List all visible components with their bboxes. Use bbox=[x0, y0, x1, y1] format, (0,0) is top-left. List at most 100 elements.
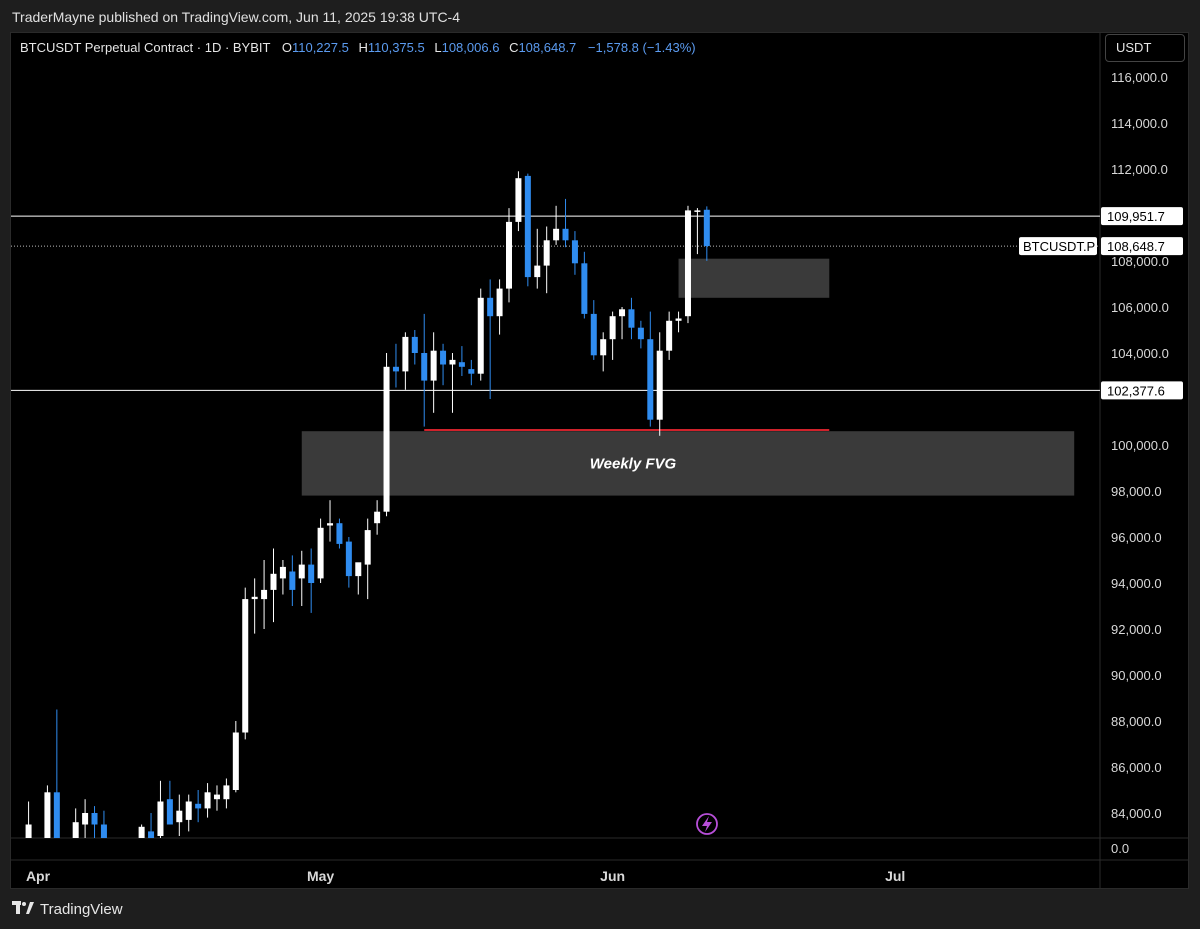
candle-body bbox=[204, 792, 211, 809]
candle bbox=[91, 806, 98, 838]
candle-body bbox=[666, 320, 673, 351]
lightning-icon[interactable] bbox=[696, 813, 718, 835]
candle bbox=[270, 548, 277, 623]
candle-body bbox=[185, 801, 192, 820]
candle bbox=[600, 332, 607, 372]
candle bbox=[571, 231, 578, 275]
candle-body bbox=[148, 831, 155, 838]
price-tick-label: 90,000.0 bbox=[1111, 668, 1162, 683]
candle-body bbox=[656, 350, 663, 420]
candle bbox=[590, 300, 597, 360]
candle bbox=[477, 288, 484, 381]
candle-body bbox=[251, 596, 258, 600]
candle bbox=[440, 343, 447, 386]
candle-body bbox=[543, 240, 550, 266]
price-tick-label: 86,000.0 bbox=[1111, 760, 1162, 775]
candle-body bbox=[336, 523, 343, 544]
candle-body bbox=[392, 366, 399, 372]
candle bbox=[308, 548, 315, 613]
candle bbox=[53, 709, 60, 838]
footer: TradingView bbox=[0, 891, 1200, 929]
candle-body bbox=[468, 369, 475, 374]
tradingview-logo[interactable]: TradingView bbox=[12, 901, 123, 918]
candle-body bbox=[703, 209, 710, 247]
candle-body bbox=[289, 571, 296, 590]
candle bbox=[468, 359, 475, 386]
levels-layer bbox=[11, 215, 1100, 391]
candle-body bbox=[374, 511, 381, 524]
candle-body bbox=[279, 566, 286, 579]
candle bbox=[506, 208, 512, 303]
candle-body bbox=[637, 327, 644, 340]
candle-body bbox=[609, 316, 616, 340]
close-value: 108,648.7 bbox=[518, 40, 576, 55]
candle bbox=[383, 353, 390, 517]
candle-body bbox=[223, 785, 230, 800]
candle-body bbox=[430, 350, 437, 381]
candle-body bbox=[327, 523, 334, 526]
candle-body bbox=[411, 336, 418, 353]
candle-body bbox=[684, 210, 691, 317]
price-tick-label: 84,000.0 bbox=[1111, 806, 1162, 821]
high-value: 110,375.5 bbox=[368, 40, 425, 55]
candle bbox=[374, 500, 381, 535]
candle-body bbox=[675, 318, 682, 321]
zero-tick-label: 0.0 bbox=[1111, 841, 1129, 856]
candle-body bbox=[317, 527, 324, 579]
candle-body bbox=[694, 210, 701, 212]
candle-body bbox=[562, 228, 569, 241]
candle bbox=[534, 228, 541, 289]
change-value: −1,578.8 (−1.43%) bbox=[588, 40, 696, 55]
publish-line: TraderMayne published on TradingView.com… bbox=[12, 9, 460, 25]
candle bbox=[402, 332, 409, 390]
candle-body bbox=[261, 589, 268, 600]
level-price-tag bbox=[1101, 381, 1183, 400]
candle-body bbox=[44, 792, 51, 838]
price-tick-label: 94,000.0 bbox=[1111, 576, 1162, 591]
candle bbox=[421, 313, 428, 427]
candle-body bbox=[421, 353, 428, 381]
candle bbox=[449, 353, 456, 413]
price-tick-label: 88,000.0 bbox=[1111, 714, 1162, 729]
candle bbox=[675, 311, 682, 333]
open-value: 110,227.5 bbox=[292, 40, 349, 55]
candle bbox=[25, 801, 32, 838]
candle bbox=[609, 311, 616, 360]
candle bbox=[204, 783, 211, 818]
time-tick-label: Jul bbox=[885, 868, 905, 884]
candle-body bbox=[91, 813, 98, 825]
candle-body bbox=[553, 228, 560, 241]
price-tick-label: 92,000.0 bbox=[1111, 622, 1162, 637]
candle-body bbox=[195, 803, 202, 809]
candle-body bbox=[515, 178, 522, 222]
candle-body bbox=[647, 339, 654, 420]
candle-body bbox=[25, 824, 32, 838]
candle bbox=[628, 297, 635, 340]
price-tick-label: 114,000.0 bbox=[1111, 116, 1168, 131]
candle-body bbox=[53, 792, 60, 838]
candle bbox=[176, 794, 183, 836]
candle bbox=[138, 824, 145, 838]
candle bbox=[684, 205, 691, 324]
candle-body bbox=[524, 175, 531, 278]
currency-button[interactable]: USDT bbox=[1105, 34, 1185, 62]
candle bbox=[487, 279, 494, 399]
candle-body bbox=[166, 799, 173, 825]
candle bbox=[355, 562, 362, 595]
candle-body bbox=[355, 562, 362, 577]
candle bbox=[496, 279, 503, 335]
candle-body bbox=[157, 801, 164, 836]
price-tick-label: 98,000.0 bbox=[1111, 484, 1162, 499]
candle-body bbox=[138, 826, 145, 838]
candle bbox=[279, 560, 286, 595]
candle bbox=[232, 721, 239, 793]
candle bbox=[157, 780, 164, 838]
candle bbox=[411, 330, 418, 365]
current-price-tag bbox=[1101, 237, 1183, 256]
candle-body bbox=[298, 564, 305, 579]
candle-body bbox=[213, 794, 220, 800]
candle bbox=[430, 332, 437, 413]
candle bbox=[100, 810, 107, 838]
candle bbox=[289, 555, 296, 606]
